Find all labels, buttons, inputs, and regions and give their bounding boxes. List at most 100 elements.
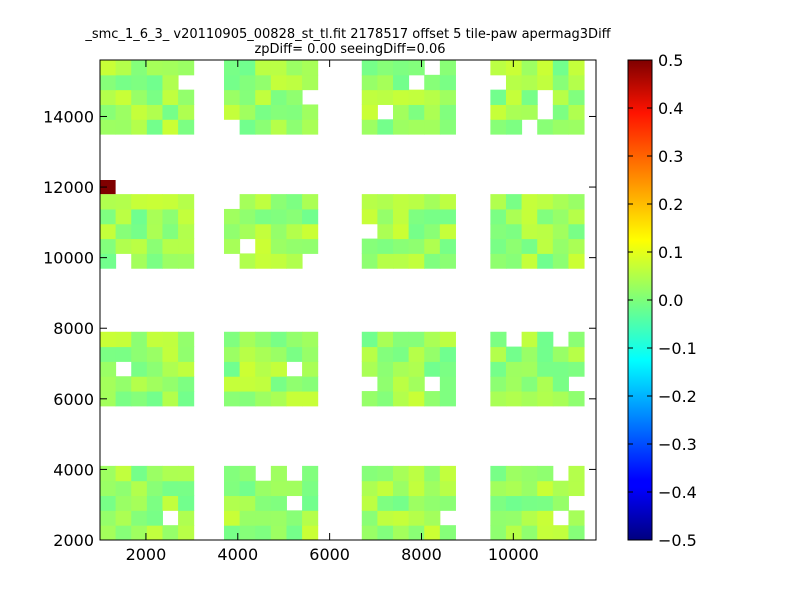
heatmap-cell (115, 465, 132, 482)
heatmap-cell (521, 361, 538, 377)
heatmap-cell (100, 238, 117, 254)
colorbar-tick-label: 0.2 (658, 195, 683, 214)
heatmap-cell (521, 60, 538, 76)
heatmap-cell (377, 465, 394, 482)
heatmap-cell (439, 346, 456, 362)
heatmap-cell (361, 510, 378, 526)
heatmap-cell (521, 238, 538, 254)
x-tick-label: 6000 (309, 545, 350, 564)
heatmap-cell (361, 346, 378, 362)
heatmap-cell (302, 223, 319, 240)
heatmap-cell (224, 346, 241, 362)
heatmap-cell (408, 104, 425, 120)
heatmap-cell (552, 223, 569, 240)
heatmap-cell (115, 104, 132, 120)
heatmap-cell (424, 525, 441, 541)
heatmap-cell (424, 208, 441, 225)
heatmap-cell (286, 376, 303, 392)
heatmap-cell (162, 238, 179, 254)
heatmap-cell (286, 60, 303, 76)
heatmap-cell (239, 465, 256, 482)
heatmap-cell (224, 376, 241, 392)
heatmap-cell (162, 60, 179, 76)
heatmap-cell (505, 194, 523, 210)
heatmap-cell (552, 60, 569, 76)
heatmap-cell (255, 510, 272, 526)
heatmap-cell (424, 346, 441, 362)
heatmap-cell (286, 238, 303, 254)
heatmap-cell (377, 480, 394, 497)
heatmap-cell (146, 60, 163, 76)
heatmap-cell (178, 60, 195, 76)
heatmap-cell (521, 376, 538, 392)
heatmap-cell (302, 208, 319, 225)
heatmap-cell (393, 391, 410, 407)
heatmap-cell (521, 465, 538, 482)
heatmap-cell (408, 480, 425, 497)
heatmap-cell (490, 495, 507, 511)
heatmap-cell (239, 89, 256, 105)
heatmap-cell (286, 253, 303, 269)
heatmap-cell (162, 525, 179, 541)
heatmap-cell (146, 480, 163, 497)
heatmap-cell (568, 60, 585, 76)
heatmap-cell (552, 376, 569, 392)
heatmap-cell (361, 104, 378, 120)
heatmap-cell (302, 104, 319, 120)
heatmap-cell (100, 361, 117, 377)
heatmap-cell (255, 119, 272, 135)
heatmap-cell (537, 331, 554, 348)
heatmap-cell (537, 361, 554, 377)
heatmap-cell (131, 74, 148, 91)
heatmap-cell (178, 194, 195, 210)
heatmap-cell (568, 74, 585, 91)
heatmap-cell (408, 60, 425, 76)
heatmap-cell (255, 74, 272, 91)
heatmap-cell (377, 376, 394, 392)
heatmap-cell (178, 346, 195, 362)
heatmap-cell (552, 74, 569, 91)
heatmap-cell (131, 223, 148, 240)
heatmap-cell (552, 495, 569, 511)
heatmap-cell (408, 391, 425, 407)
heatmap-cell (146, 361, 163, 377)
heatmap-cell (100, 194, 117, 210)
heatmap-cell (552, 208, 569, 225)
heatmap-cell (408, 465, 425, 482)
heatmap-cell (537, 376, 554, 392)
heatmap-cell (100, 223, 117, 240)
heatmap-cell (521, 208, 538, 225)
heatmap-cell (286, 480, 303, 497)
heatmap-cell (100, 180, 116, 195)
heatmap-cell (424, 238, 441, 254)
heatmap-cell (162, 208, 179, 225)
heatmap-cell (490, 253, 507, 269)
heatmap-cell (361, 361, 378, 377)
heatmap-cell (224, 89, 241, 105)
heatmap-cell (408, 510, 425, 526)
heatmap-cell (115, 480, 132, 497)
heatmap-cell (377, 74, 394, 91)
heatmap-cell (270, 495, 287, 511)
heatmap-cell (286, 208, 303, 225)
heatmap-cell (361, 465, 378, 482)
heatmap-cell (408, 238, 425, 254)
heatmap-cell (115, 74, 132, 91)
heatmap-cell (146, 253, 163, 269)
heatmap-cell (439, 465, 456, 482)
heatmap-cell (178, 331, 195, 348)
heatmap-cell (490, 60, 507, 76)
heatmap-cell (178, 253, 195, 269)
y-tick-label: 8000 (53, 319, 94, 338)
heatmap-cell (521, 495, 538, 511)
heatmap-cell (224, 495, 241, 511)
heatmap-cell (115, 525, 132, 541)
heatmap-cell (224, 238, 241, 254)
heatmap-cell (424, 104, 441, 120)
heatmap-cell (146, 238, 163, 254)
heatmap-cell (302, 238, 319, 254)
heatmap-cell (286, 391, 303, 407)
heatmap-cell (100, 376, 117, 392)
heatmap-cell (131, 194, 148, 210)
heatmap-cell (439, 391, 456, 407)
